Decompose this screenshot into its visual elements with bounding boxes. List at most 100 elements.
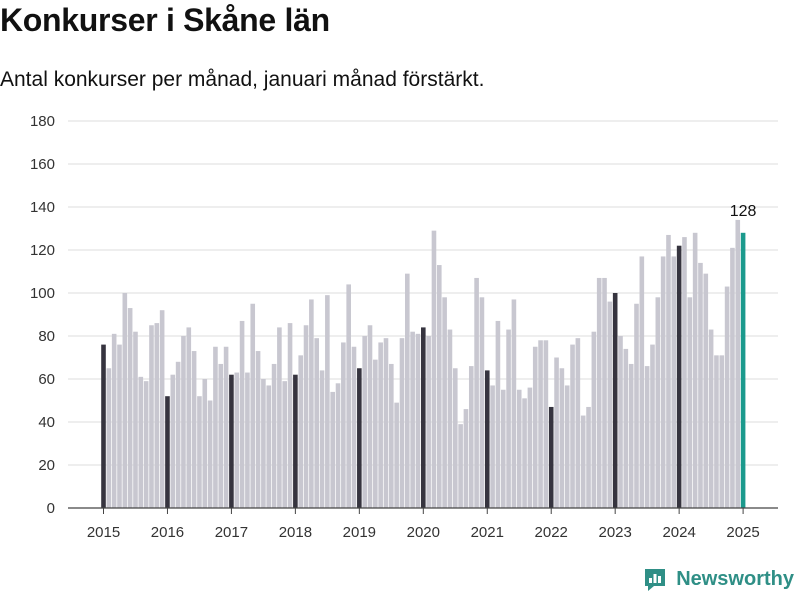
bar xyxy=(538,340,543,508)
bar xyxy=(298,355,304,508)
bar xyxy=(101,344,106,508)
y-tick-label: 40 xyxy=(38,414,55,431)
y-tick-label: 140 xyxy=(30,199,55,216)
bar xyxy=(714,355,719,508)
axes: 0 20 40 60 80 100 120 140 160 180 2015 2016 2017 2018… xyxy=(30,113,778,541)
bar xyxy=(218,363,224,508)
bar xyxy=(351,346,357,508)
bar xyxy=(511,299,517,508)
bar xyxy=(703,273,709,508)
bar xyxy=(676,245,682,508)
bar xyxy=(740,232,746,509)
bar xyxy=(138,376,144,508)
bar xyxy=(548,406,554,508)
bar xyxy=(362,336,367,508)
x-tick-label: 2018 xyxy=(279,524,312,541)
bar xyxy=(143,381,149,508)
bar xyxy=(191,351,197,508)
bar xyxy=(250,303,256,508)
chart-subtitle: Antal konkurser per månad, januari månad… xyxy=(0,68,485,91)
bars xyxy=(101,219,746,509)
bar xyxy=(564,385,570,508)
bar xyxy=(575,338,581,508)
bar xyxy=(207,400,213,508)
bar xyxy=(378,342,383,508)
x-tick-label: 2016 xyxy=(151,524,184,541)
bar xyxy=(405,273,410,508)
bar xyxy=(175,361,181,508)
x-tick-label: 2023 xyxy=(598,524,631,541)
bar xyxy=(500,389,506,508)
x-tick-label: 2020 xyxy=(407,524,440,541)
bar xyxy=(197,396,202,508)
y-tick-label: 0 xyxy=(47,500,55,517)
bar xyxy=(325,295,330,508)
bar xyxy=(484,370,490,508)
x-tick-label: 2017 xyxy=(215,524,248,541)
x-tick-label: 2025 xyxy=(726,524,759,541)
bar xyxy=(117,344,122,508)
bar xyxy=(261,379,266,508)
bar xyxy=(543,340,549,508)
bar xyxy=(106,368,112,508)
bar xyxy=(644,366,650,508)
bar xyxy=(724,286,730,508)
bar xyxy=(527,387,533,508)
bar xyxy=(245,372,250,508)
bar xyxy=(277,327,282,508)
bar xyxy=(229,374,234,508)
bar xyxy=(239,320,245,508)
bar xyxy=(330,391,335,508)
latest-value-label: 128 xyxy=(730,203,757,220)
bar xyxy=(389,363,394,508)
x-tick-label: 2019 xyxy=(343,524,376,541)
bar xyxy=(463,409,469,508)
bar xyxy=(165,396,170,508)
bar xyxy=(602,277,607,508)
bar xyxy=(607,301,613,508)
y-tick-label: 20 xyxy=(38,457,55,474)
bar xyxy=(660,256,666,508)
bar xyxy=(682,237,687,508)
x-tick-label: 2024 xyxy=(662,524,695,541)
bar xyxy=(559,368,565,508)
bar xyxy=(373,359,378,508)
y-tick-label: 80 xyxy=(38,328,55,345)
bar xyxy=(495,320,501,508)
bar xyxy=(367,325,373,508)
bar xyxy=(341,342,346,508)
bar xyxy=(314,338,319,508)
bar xyxy=(692,232,698,509)
x-tick-label: 2022 xyxy=(535,524,568,541)
bar xyxy=(410,331,415,508)
brand-name: Newsworthy xyxy=(676,567,794,590)
bar xyxy=(122,293,128,508)
bar xyxy=(319,370,325,508)
bar xyxy=(698,262,703,508)
bar xyxy=(149,325,154,508)
bar xyxy=(612,293,618,508)
y-tick-label: 180 xyxy=(30,113,55,130)
x-tick-label: 2015 xyxy=(87,524,120,541)
newsworthy-chart-icon xyxy=(645,569,666,591)
bar xyxy=(335,383,341,508)
bar xyxy=(383,338,389,508)
bar xyxy=(394,402,399,508)
bar xyxy=(452,368,458,508)
bar xyxy=(436,265,442,508)
bar xyxy=(506,329,511,508)
bar xyxy=(255,351,261,508)
newsworthy-logo[interactable]: Newsworthy xyxy=(642,564,794,594)
bar xyxy=(522,398,527,508)
bar xyxy=(532,346,538,508)
bar xyxy=(474,277,479,508)
bar xyxy=(293,374,298,508)
bar xyxy=(591,331,597,508)
bar xyxy=(159,310,165,508)
bar xyxy=(554,357,559,508)
bar xyxy=(127,308,133,508)
bar xyxy=(357,368,362,508)
bar xyxy=(447,329,453,508)
bar xyxy=(282,381,288,508)
bar xyxy=(421,327,426,508)
